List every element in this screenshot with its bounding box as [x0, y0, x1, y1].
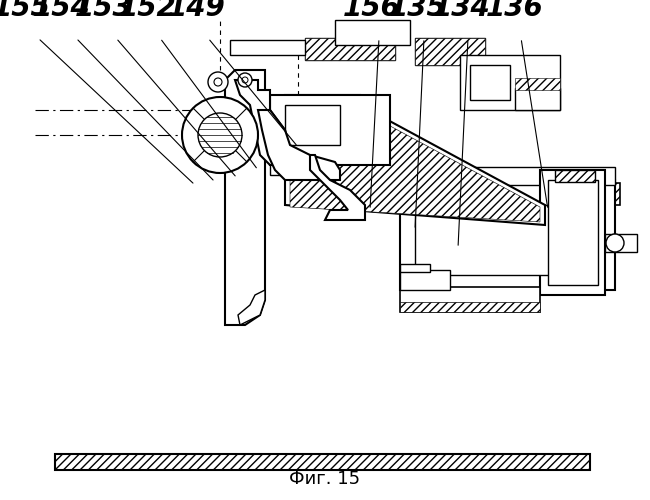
Bar [540, 170, 605, 295]
Text: 156: 156 [343, 0, 401, 22]
Bar [415, 38, 485, 65]
Bar [470, 65, 510, 100]
Polygon shape [225, 70, 265, 325]
Polygon shape [290, 100, 540, 222]
Bar [270, 163, 300, 175]
Bar [330, 171, 610, 183]
Bar [290, 183, 620, 205]
Text: 152: 152 [119, 0, 177, 22]
Bar [335, 20, 410, 45]
Text: 154: 154 [33, 0, 91, 22]
Text: 136: 136 [486, 0, 544, 22]
Text: 134: 134 [433, 0, 491, 22]
Bar [270, 95, 390, 165]
Bar [400, 264, 430, 272]
Circle shape [214, 78, 222, 86]
Text: Фиг. 15: Фиг. 15 [289, 470, 361, 488]
Bar [305, 38, 395, 60]
Bar [400, 270, 450, 290]
Bar [400, 180, 615, 290]
Bar [285, 105, 340, 145]
Polygon shape [258, 110, 340, 180]
Bar [400, 302, 540, 312]
Circle shape [198, 113, 242, 157]
Text: 155: 155 [0, 0, 51, 22]
Bar [548, 180, 598, 285]
Bar [460, 55, 560, 110]
Text: 153: 153 [75, 0, 133, 22]
Bar [305, 38, 395, 60]
Circle shape [238, 73, 252, 87]
Bar [515, 88, 560, 110]
Polygon shape [235, 80, 290, 165]
Polygon shape [285, 95, 545, 225]
Bar [55, 454, 590, 470]
Bar [515, 78, 560, 90]
Bar [415, 38, 485, 65]
Circle shape [182, 97, 258, 173]
Bar [555, 170, 595, 182]
Bar [400, 287, 540, 312]
Bar [400, 167, 615, 185]
Text: 149: 149 [168, 0, 226, 22]
Bar [605, 234, 637, 252]
Text: 135: 135 [389, 0, 447, 22]
Circle shape [208, 72, 228, 92]
Circle shape [606, 234, 624, 252]
Polygon shape [310, 155, 365, 220]
Bar [230, 40, 305, 55]
Polygon shape [238, 290, 265, 325]
Circle shape [242, 77, 248, 83]
Bar [415, 205, 595, 275]
